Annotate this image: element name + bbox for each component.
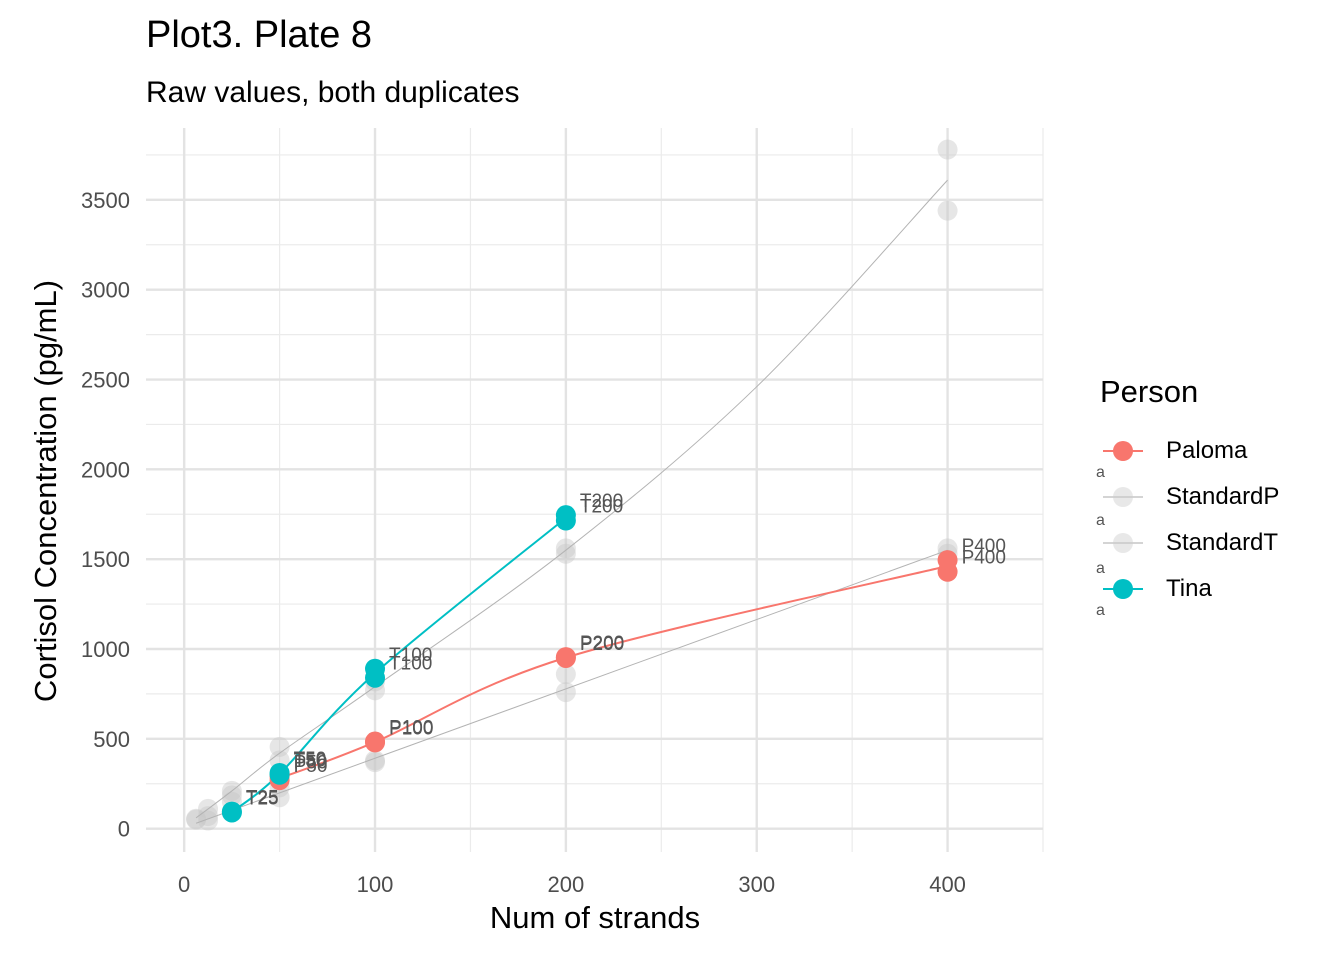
- point-label: T25: [246, 788, 279, 809]
- tina-point: [221, 801, 242, 822]
- point-label: T100: [389, 645, 432, 666]
- standardt-point: [555, 538, 576, 559]
- y-tick-label: 3000: [81, 278, 130, 303]
- standardt-point: [269, 736, 290, 757]
- legend: Person Paloma a StandardP a StandardT a …: [1096, 374, 1280, 619]
- chart-subtitle: Raw values, both duplicates: [146, 76, 520, 109]
- point-label: P50: [294, 753, 328, 774]
- x-tick-label: 300: [738, 872, 775, 897]
- point-label: P200: [580, 633, 624, 654]
- standardp-point: [365, 752, 386, 773]
- x-tick-label: 100: [357, 872, 394, 897]
- standardt-point: [198, 810, 219, 831]
- legend-label: StandardT: [1166, 529, 1279, 556]
- standardp-point: [555, 682, 576, 703]
- standardt-fit-line: [195, 179, 948, 819]
- legend-key-tina: [1100, 566, 1146, 612]
- standardp-point: [555, 664, 576, 685]
- point-label: P50: [294, 756, 328, 777]
- legend-key-standardt: [1100, 520, 1146, 566]
- point-label: P400: [962, 548, 1006, 569]
- point-label: T200: [580, 497, 623, 518]
- tina-point: [555, 505, 576, 526]
- legend-label: Paloma: [1166, 437, 1248, 464]
- point-label: P400: [962, 536, 1006, 557]
- legend-label: StandardP: [1166, 483, 1280, 510]
- standardt-point: [221, 785, 242, 806]
- paloma-point: [937, 550, 958, 571]
- standardp-fit-line: [195, 549, 948, 824]
- tina-point: [269, 762, 290, 783]
- y-tick-label: 2000: [81, 457, 130, 482]
- legend-key-standardp: [1100, 474, 1146, 520]
- point-label: P100: [389, 718, 433, 739]
- legend-label: Tina: [1166, 575, 1212, 602]
- legend-item-standardt: a StandardT: [1096, 512, 1279, 566]
- point-label: T200: [580, 491, 623, 512]
- legend-item-standardp: a StandardP: [1096, 464, 1280, 520]
- standardt-point: [555, 543, 576, 564]
- x-tick-label: 0: [178, 872, 190, 897]
- standardp-point: [365, 750, 386, 771]
- paloma-point: [555, 647, 576, 668]
- standardp-point: [269, 787, 290, 808]
- tina-fit-line: [231, 517, 567, 813]
- standardt-point: [937, 200, 958, 221]
- point-label: P200: [580, 634, 624, 655]
- legend-item-paloma: Paloma: [1100, 428, 1279, 474]
- point-label: T100: [389, 654, 432, 675]
- tina-point: [365, 658, 386, 679]
- legend-key-paloma: [1100, 428, 1146, 474]
- y-tick-label: 0: [118, 817, 130, 842]
- legend-item-tina: a a Tina: [1096, 560, 1212, 619]
- point-label: T50: [294, 751, 327, 772]
- x-tick-label: 200: [548, 872, 585, 897]
- point-label: P100: [389, 718, 433, 739]
- y-tick-label: 1000: [81, 637, 130, 662]
- legend-title: Person: [1100, 374, 1199, 409]
- standardt-point: [937, 139, 958, 160]
- paloma-fit-line: [279, 565, 948, 780]
- y-tick-label: 3500: [81, 188, 130, 213]
- chart-title: Plot3. Plate 8: [146, 14, 373, 56]
- x-tick-label: 400: [929, 872, 966, 897]
- point-label: T50: [294, 749, 327, 770]
- x-axis-label: Num of strands: [489, 900, 701, 935]
- paloma-point: [365, 731, 386, 752]
- point-label: T25: [246, 788, 279, 809]
- y-tick-label: 1500: [81, 547, 130, 572]
- y-tick-label: 500: [93, 727, 130, 752]
- y-tick-label: 2500: [81, 368, 130, 393]
